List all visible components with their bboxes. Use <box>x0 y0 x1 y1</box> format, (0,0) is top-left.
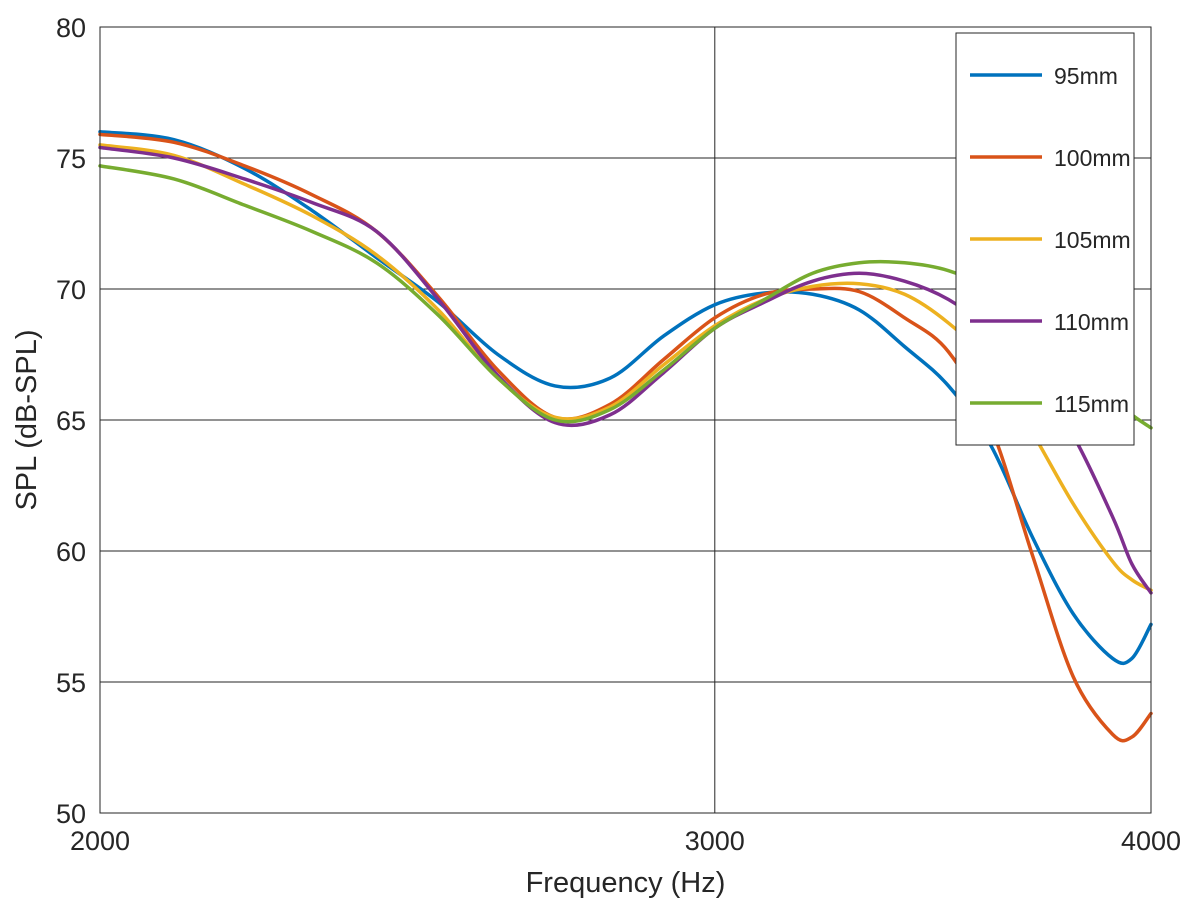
series-line-105mm <box>98 143 1153 593</box>
y-tick-label: 65 <box>56 406 86 436</box>
x-tick-label: 3000 <box>685 826 745 856</box>
y-tick-label: 55 <box>56 668 86 698</box>
legend-label: 100mm <box>1054 145 1131 171</box>
y-axis-label: SPL (dB-SPL) <box>11 329 43 510</box>
legend: 95mm 100mm 105mm 110mm 115mm <box>955 32 1135 446</box>
legend-label: 105mm <box>1054 227 1131 253</box>
legend-label: 110mm <box>1054 309 1129 335</box>
y-tick-label: 80 <box>56 13 86 43</box>
y-tick-label: 70 <box>56 275 86 305</box>
plot-area-frame <box>99 26 1152 814</box>
x-tick-label: 4000 <box>1121 826 1181 856</box>
legend-label: 115mm <box>1054 391 1129 417</box>
x-axis-label: Frequency (Hz) <box>526 867 726 899</box>
y-tick-label: 75 <box>56 144 86 174</box>
x-tick-label: 2000 <box>70 826 130 856</box>
series-lines <box>98 130 1153 743</box>
legend-label: 95mm <box>1054 63 1118 89</box>
series-line-100mm <box>98 132 1153 743</box>
y-tick-label: 60 <box>56 537 86 567</box>
axis-ticks: 50 55 60 65 70 75 80 2000 3000 4000 <box>56 13 1181 856</box>
y-tick-label: 50 <box>56 799 86 829</box>
